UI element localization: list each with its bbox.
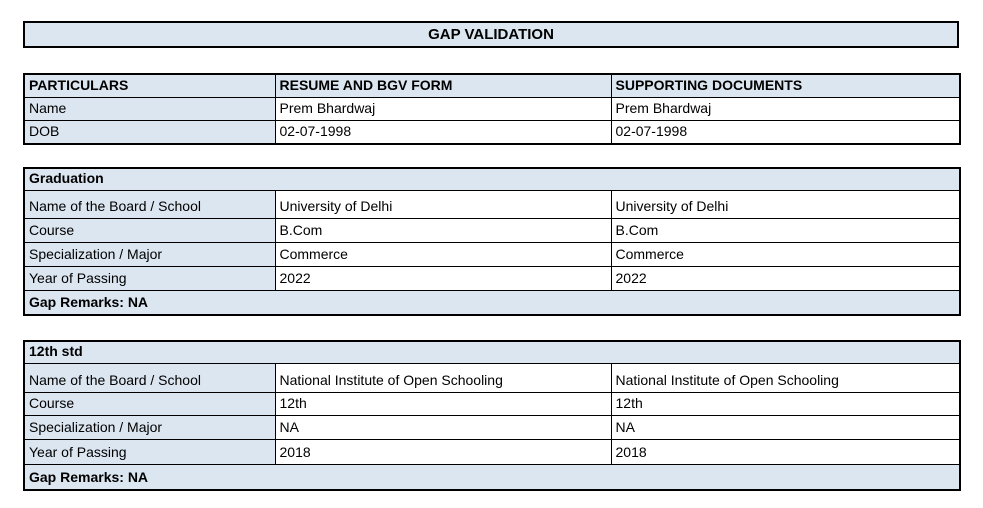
table-row-year-of-passing: Year of Passing 2018 2018: [23, 439, 961, 465]
resume-value: 02-07-1998: [274, 119, 612, 145]
supporting-value: NA: [610, 415, 961, 440]
table-row-specialization: Specialization / Major NA NA: [23, 415, 961, 440]
column-header-resume-bgv: RESUME AND BGV FORM: [274, 73, 612, 98]
table-row-dob: DOB 02-07-1998 02-07-1998: [23, 119, 961, 145]
table-row-board-school: Name of the Board / School University of…: [23, 190, 961, 219]
table-row-specialization: Specialization / Major Commerce Commerce: [23, 242, 961, 267]
row-label: Name of the Board / School: [23, 363, 276, 393]
column-header-supporting-docs: SUPPORTING DOCUMENTS: [610, 73, 961, 98]
supporting-value: National Institute of Open Schooling: [610, 363, 961, 393]
supporting-value: Prem Bhardwaj: [610, 96, 961, 121]
section-title: 12th std: [23, 340, 961, 364]
particulars-table: PARTICULARS RESUME AND BGV FORM SUPPORTI…: [23, 73, 961, 145]
resume-value: University of Delhi: [274, 190, 612, 219]
table-row-board-school: Name of the Board / School National Inst…: [23, 363, 961, 393]
row-label: DOB: [23, 119, 276, 145]
table-row-name: Name Prem Bhardwaj Prem Bhardwaj: [23, 96, 961, 121]
resume-value: 2018: [274, 439, 612, 465]
supporting-value: 02-07-1998: [610, 119, 961, 145]
twelfth-section-header-row: 12th std: [23, 340, 961, 364]
supporting-value: 12th: [610, 392, 961, 416]
table-row-course: Course B.Com B.Com: [23, 218, 961, 243]
row-label: Name: [23, 96, 276, 121]
resume-value: 12th: [274, 392, 612, 416]
resume-value: Prem Bhardwaj: [274, 96, 612, 121]
section-title: Graduation: [23, 167, 961, 191]
twelfth-std-table: 12th std Name of the Board / School Nati…: [23, 340, 962, 491]
supporting-value: B.Com: [610, 218, 961, 243]
row-label: Year of Passing: [23, 439, 276, 465]
column-header-particulars: PARTICULARS: [23, 73, 276, 98]
supporting-value: University of Delhi: [610, 190, 961, 219]
resume-value: Commerce: [274, 242, 612, 267]
particulars-header-row: PARTICULARS RESUME AND BGV FORM SUPPORTI…: [23, 73, 961, 98]
row-label: Course: [23, 392, 276, 416]
row-label: Course: [23, 218, 276, 243]
row-label: Year of Passing: [23, 266, 276, 291]
gap-remarks-row: Gap Remarks: NA: [23, 290, 961, 315]
graduation-section-header-row: Graduation: [23, 167, 961, 191]
supporting-value: 2018: [610, 439, 961, 465]
supporting-value: 2022: [610, 266, 961, 291]
graduation-table: Graduation Name of the Board / School Un…: [23, 167, 962, 316]
resume-value: 2022: [274, 266, 612, 291]
gap-remarks: Gap Remarks: NA: [23, 464, 961, 490]
gap-remarks-row: Gap Remarks: NA: [23, 464, 961, 490]
table-row-course: Course 12th 12th: [23, 392, 961, 416]
supporting-value: Commerce: [610, 242, 961, 267]
row-label: Specialization / Major: [23, 242, 276, 267]
row-label: Specialization / Major: [23, 415, 276, 440]
resume-value: National Institute of Open Schooling: [274, 363, 612, 393]
document-title-bar: GAP VALIDATION: [23, 21, 959, 48]
gap-remarks: Gap Remarks: NA: [23, 290, 961, 315]
table-row-year-of-passing: Year of Passing 2022 2022: [23, 266, 961, 291]
resume-value: NA: [274, 415, 612, 440]
document-title: GAP VALIDATION: [428, 26, 554, 43]
resume-value: B.Com: [274, 218, 612, 243]
row-label: Name of the Board / School: [23, 190, 276, 219]
